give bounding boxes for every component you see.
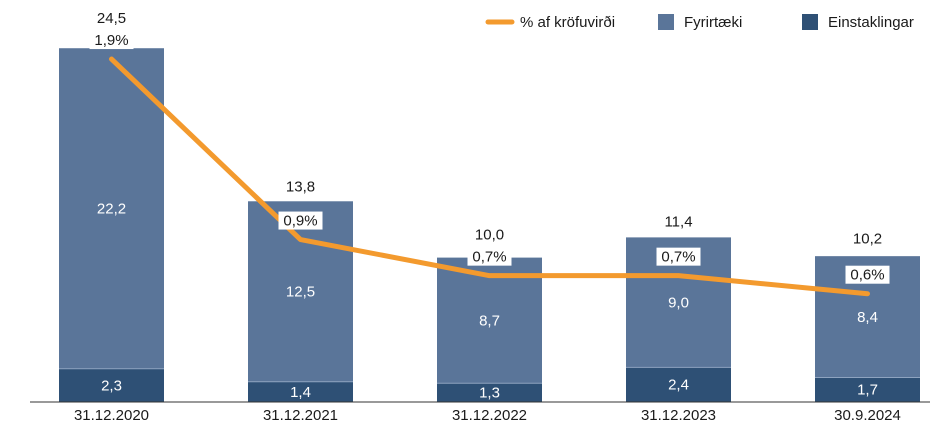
line-value-label: 0,7% <box>661 249 695 266</box>
total-label: 24,5 <box>97 10 126 27</box>
bar-segment <box>815 377 920 402</box>
legend-swatch <box>658 14 674 30</box>
line-label-bg <box>845 265 890 284</box>
line-value-label: 0,7% <box>472 249 506 266</box>
total-label: 10,0 <box>475 227 504 244</box>
x-tick-label: 31.12.2023 <box>641 407 716 424</box>
bar-value-label: 1,3 <box>479 385 500 402</box>
line-value-label: 0,6% <box>850 267 884 284</box>
legend-swatch <box>802 14 818 30</box>
total-label: 11,4 <box>664 213 692 230</box>
bar-segment <box>248 381 353 402</box>
line-label-bg <box>467 247 512 266</box>
legend-label: Fyrirtæki <box>684 14 742 31</box>
bar-segment <box>59 48 164 369</box>
total-label: 10,2 <box>853 231 882 248</box>
legend-label: Einstaklingar <box>828 14 914 31</box>
bar-value-label: 2,4 <box>668 377 689 394</box>
bar-value-label: 1,7 <box>857 382 878 399</box>
line-series <box>109 56 870 297</box>
line-label-bg <box>278 211 323 230</box>
bar-segment <box>59 368 164 402</box>
bar-value-label: 9,0 <box>668 294 689 311</box>
total-label: 13,8 <box>286 179 315 196</box>
bar-value-label: 8,7 <box>479 312 500 329</box>
line-label-bg <box>89 31 134 50</box>
bar-value-label: 1,4 <box>290 384 311 401</box>
bar-segment <box>437 383 542 402</box>
x-tick-label: 30.9.2024 <box>834 407 901 424</box>
bar-segment <box>437 257 542 384</box>
line-value-label: 0,9% <box>283 213 317 230</box>
bar-segment <box>626 367 731 402</box>
x-tick-label: 31.12.2021 <box>263 407 338 424</box>
line-label-bg <box>656 247 701 266</box>
bar-value-label: 22,2 <box>97 200 126 217</box>
bar-segment <box>248 201 353 382</box>
bar-value-label: 2,3 <box>101 377 122 394</box>
bar-value-label: 8,4 <box>857 309 878 326</box>
legend-label: % af kröfuvirði <box>520 14 615 31</box>
x-tick-label: 31.12.2022 <box>452 407 527 424</box>
bar-value-label: 12,5 <box>286 284 315 301</box>
line-value-label: 1,9% <box>94 32 128 49</box>
x-tick-label: 31.12.2020 <box>74 407 149 424</box>
